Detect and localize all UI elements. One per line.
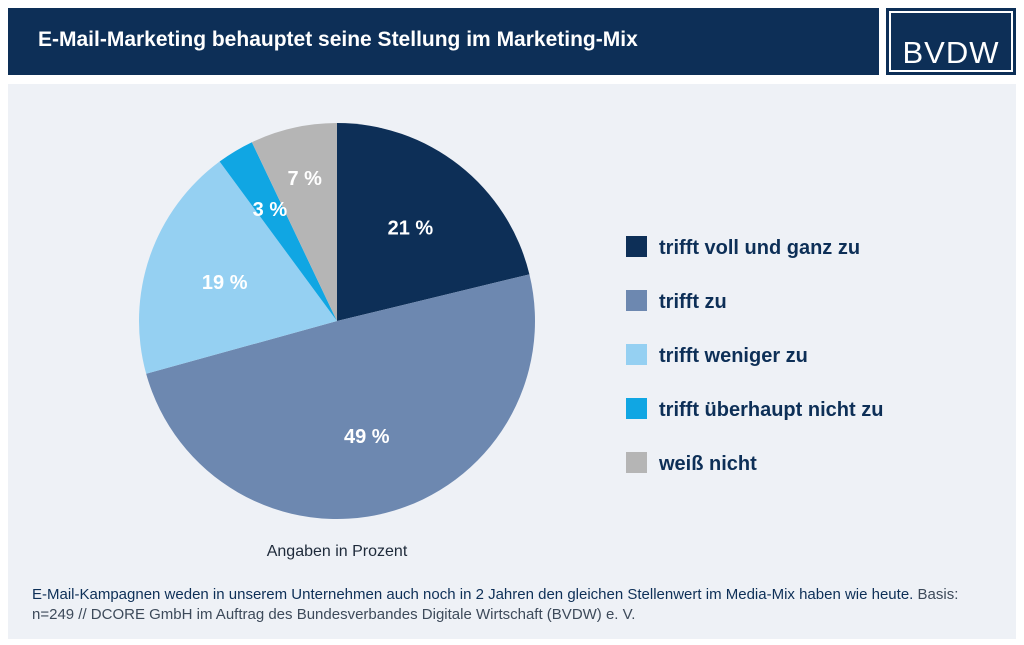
logo-text: BVDW xyxy=(902,35,1000,70)
pie-slice-trifft-voll-und-ganz-zu xyxy=(337,123,530,321)
legend-label-trifft-voll-und-ganz-zu: trifft voll und ganz zu xyxy=(659,237,860,259)
survey-question: E-Mail-Kampagnen weden in unserem Untern… xyxy=(32,586,914,603)
legend-swatch-trifft-ueberhaupt-nicht-zu xyxy=(626,398,647,419)
legend-swatch-trifft-zu xyxy=(626,290,647,311)
units-note: Angaben in Prozent xyxy=(267,543,408,560)
chart-footer: E-Mail-Kampagnen weden in unserem Untern… xyxy=(32,585,982,625)
chart-title: E-Mail-Marketing behauptet seine Stellun… xyxy=(38,28,638,51)
value-label-trifft-ueberhaupt-nicht-zu: 3 % xyxy=(253,199,288,221)
pie-value-labels: 21 % 49 % 19 % 3 % 7 % xyxy=(202,168,434,448)
legend-swatch-weiss-nicht xyxy=(626,452,647,473)
chart-header: E-Mail-Marketing behauptet seine Stellun… xyxy=(8,8,879,75)
chart-legend: trifft voll und ganz zu trifft zu trifft w… xyxy=(626,236,883,475)
pie-slices xyxy=(139,123,536,520)
pie-slice-trifft-zu xyxy=(146,274,536,520)
value-label-trifft-weniger-zu: 19 % xyxy=(202,272,248,294)
legend-label-trifft-ueberhaupt-nicht-zu: trifft überhaupt nicht zu xyxy=(659,399,883,421)
survey-basis: Basis: n=249 // DCORE GmbH im Auftrag de… xyxy=(32,586,959,623)
value-label-trifft-zu: 49 % xyxy=(344,426,390,448)
pie-slice-weiss-nicht xyxy=(251,123,337,321)
logo-frame: BVDW xyxy=(889,11,1013,72)
legend-label-weiss-nicht: weiß nicht xyxy=(658,453,757,475)
legend-label-trifft-weniger-zu: trifft weniger zu xyxy=(659,345,808,367)
bvdw-logo: BVDW xyxy=(886,8,1016,75)
value-label-trifft-voll-und-ganz-zu: 21 % xyxy=(388,218,434,240)
pie-slice-trifft-weniger-zu xyxy=(139,161,337,374)
legend-swatch-trifft-weniger-zu xyxy=(626,344,647,365)
legend-label-trifft-zu: trifft zu xyxy=(659,291,727,313)
legend-swatch-trifft-voll-und-ganz-zu xyxy=(626,236,647,257)
value-label-weiss-nicht: 7 % xyxy=(287,168,322,190)
pie-slice-trifft-ueberhaupt-nicht-zu xyxy=(219,142,337,321)
